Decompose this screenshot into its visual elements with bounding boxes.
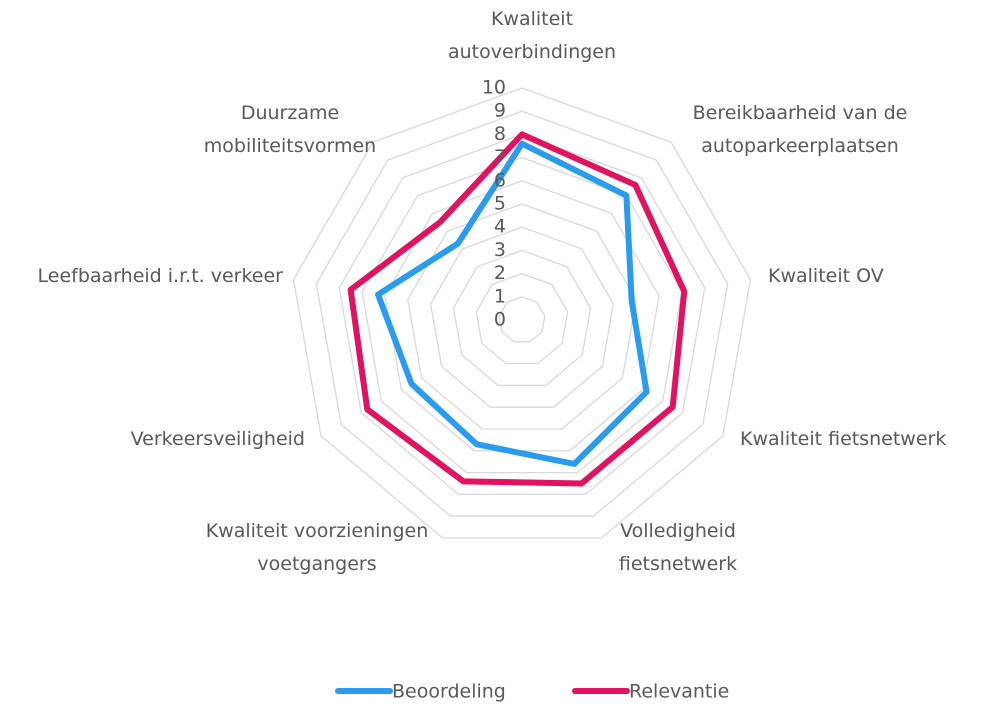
- grid-line: [315, 110, 729, 517]
- r-tick-label: 10: [482, 77, 506, 99]
- r-tick-label: 5: [494, 193, 506, 215]
- r-tick-label: 8: [494, 123, 506, 145]
- axis-label: Leefbaarheid i.r.t. verkeer: [37, 265, 283, 287]
- grid-line: [429, 226, 615, 408]
- r-tick-label: 6: [494, 169, 506, 191]
- grid-line: [407, 203, 637, 430]
- axis-label: Kwaliteit OV: [768, 265, 884, 287]
- grid-line: [361, 156, 683, 474]
- r-tick-label: 1: [494, 285, 506, 307]
- axis-label: Verkeersveiligheid: [130, 428, 305, 450]
- axis-label: Kwaliteit fietsnetwerk: [740, 428, 947, 450]
- series-line: [347, 131, 688, 487]
- axis-label: Kwaliteit voorzieningen voetgangers: [205, 520, 429, 575]
- grid-line: [452, 249, 592, 387]
- grid-line: [338, 133, 706, 496]
- legend-label: Beoordeling: [392, 681, 506, 703]
- series-line: [375, 140, 650, 467]
- legend-label: Relevantie: [629, 681, 729, 703]
- axis-label: Kwaliteit autoverbindingen: [447, 8, 617, 63]
- axis-label: Bereikbaarheid van de autoparkeerplaatse…: [692, 102, 908, 157]
- axis-label: Duurzame mobiliteitsvormen: [203, 102, 377, 157]
- axis-label: Volledigheid fietsnetwerk: [618, 520, 738, 575]
- r-tick-label: 4: [494, 216, 506, 238]
- r-tick-label: 9: [494, 100, 506, 122]
- r-tick-label: 0: [494, 309, 506, 331]
- grid-line: [498, 296, 546, 343]
- r-tick-label: 3: [494, 239, 506, 261]
- grid-line: [384, 180, 660, 452]
- r-tick-label: 7: [494, 146, 506, 168]
- grid-line: [292, 87, 752, 539]
- grid-line: [475, 272, 569, 365]
- r-tick-label: 2: [494, 262, 506, 284]
